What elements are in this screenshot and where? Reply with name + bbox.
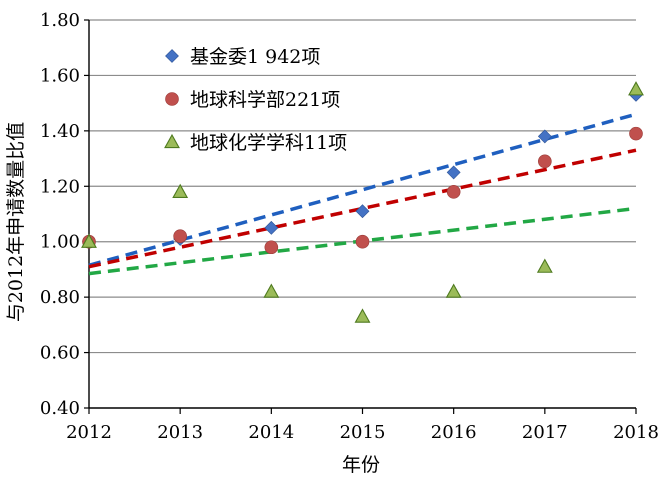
data-points — [81, 81, 644, 323]
circle-marker — [173, 229, 187, 243]
legend-label: 地球化学学科11项 — [190, 132, 347, 154]
circle-marker — [446, 185, 461, 199]
axes — [84, 19, 637, 414]
y-tick-label: 1.40 — [40, 121, 80, 142]
x-tick-label: 2014 — [248, 422, 294, 443]
circle-marker — [538, 154, 552, 169]
y-tick-label: 0.40 — [40, 398, 80, 419]
diamond-marker — [537, 129, 552, 144]
y-axis-title: 与2012年申请数量比值 — [5, 122, 27, 322]
x-tick-label: 2012 — [66, 422, 112, 443]
trend-line — [88, 148, 637, 269]
triangle-marker — [628, 81, 644, 96]
y-tick-labels: 0.40 0.60 0.80 1.00 1.20 1.40 1.60 1.80 — [40, 10, 80, 419]
circle-marker — [165, 92, 179, 106]
diamond-marker — [264, 220, 279, 235]
x-tick-label: 2018 — [613, 422, 659, 443]
circle-marker — [629, 126, 643, 141]
triangle-marker — [445, 283, 462, 298]
triangle-marker — [354, 308, 371, 323]
y-tick-label: 0.60 — [40, 343, 80, 364]
x-tick-label: 2013 — [157, 422, 203, 443]
x-tick-label: 2015 — [340, 422, 386, 443]
legend-label: 地球科学部221项 — [190, 89, 340, 111]
circle-marker — [355, 234, 370, 249]
y-tick-label: 1.20 — [40, 176, 80, 197]
y-tick-label: 0.80 — [40, 287, 80, 308]
x-tick-label: 2016 — [431, 422, 477, 443]
triangle-marker — [81, 233, 97, 248]
y-tick-label: 1.80 — [40, 10, 80, 31]
triangle-marker — [172, 183, 189, 198]
x-axis-title: 年份 — [342, 454, 380, 476]
triangle-marker — [536, 258, 553, 273]
diamond-marker — [355, 204, 370, 219]
triangle-marker — [164, 133, 180, 149]
legend-label: 基金委1 942项 — [190, 46, 320, 68]
triangle-marker — [263, 283, 280, 298]
gridlines — [89, 19, 636, 354]
x-tick-label: 2017 — [522, 422, 568, 443]
circle-marker — [264, 240, 279, 255]
x-tick-labels: 2012 2013 2014 2015 2016 2017 2018 — [66, 422, 659, 443]
y-tick-label: 1.60 — [40, 65, 80, 86]
diamond-marker — [165, 49, 179, 63]
diamond-marker — [446, 165, 461, 180]
y-tick-label: 1.00 — [40, 232, 80, 253]
